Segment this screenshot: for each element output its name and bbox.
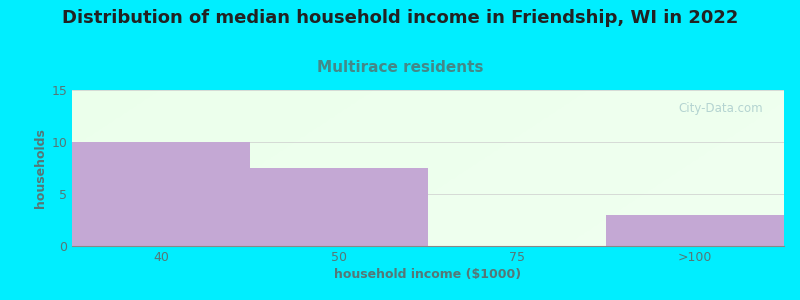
Bar [72,142,250,246]
Text: City-Data.com: City-Data.com [678,103,762,116]
Y-axis label: households: households [34,128,47,208]
X-axis label: household income ($1000): household income ($1000) [334,268,522,281]
Text: Multirace residents: Multirace residents [317,60,483,75]
Bar [606,215,784,246]
Text: Distribution of median household income in Friendship, WI in 2022: Distribution of median household income … [62,9,738,27]
Bar [250,168,428,246]
